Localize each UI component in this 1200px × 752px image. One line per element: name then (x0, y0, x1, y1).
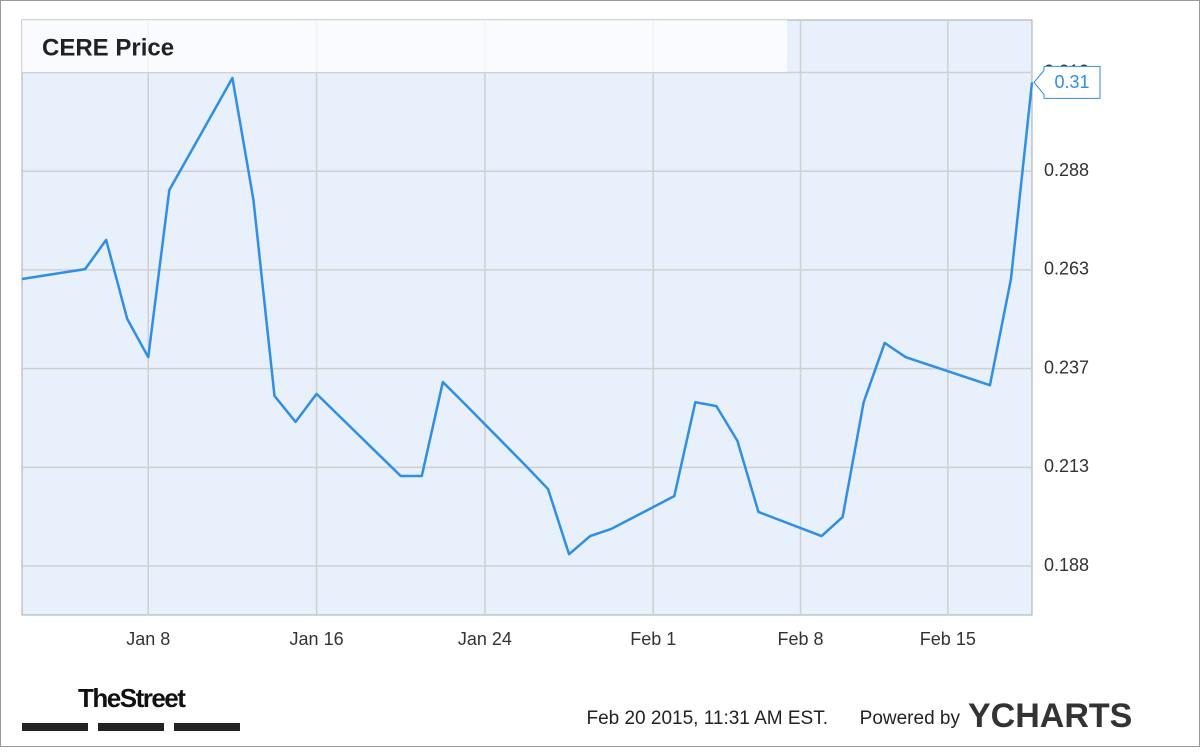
last-value-callout (1033, 65, 1101, 99)
logo-bar (22, 723, 88, 731)
powered-by: Powered by (860, 708, 961, 729)
x-tick-label: Feb 8 (778, 629, 824, 649)
last-value-label: 0.31 (1054, 72, 1089, 92)
y-tick-label: 0.263 (1044, 259, 1089, 279)
source-logo: TheStreet (78, 683, 186, 713)
logo-bar (174, 723, 240, 731)
chart-title: CERE Price (42, 34, 174, 61)
brand-logo: YCHARTS (968, 697, 1132, 735)
x-tick-label: Feb 15 (920, 629, 976, 649)
x-tick-label: Jan 8 (126, 629, 170, 649)
y-tick-label: 0.213 (1044, 456, 1089, 476)
y-tick-label: 0.237 (1044, 357, 1089, 377)
y-tick-label: 0.288 (1044, 160, 1089, 180)
price-line (21, 76, 1034, 556)
y-tick-label: 0.188 (1044, 555, 1089, 575)
timestamp: Feb 20 2015, 11:31 AM EST. (586, 708, 828, 729)
x-tick-label: Jan 16 (290, 629, 344, 649)
title-box (22, 20, 787, 72)
x-tick-label: Jan 24 (458, 629, 512, 649)
logo-bar (98, 723, 164, 731)
plot-area (21, 19, 1033, 616)
x-tick-label: Feb 1 (630, 629, 676, 649)
